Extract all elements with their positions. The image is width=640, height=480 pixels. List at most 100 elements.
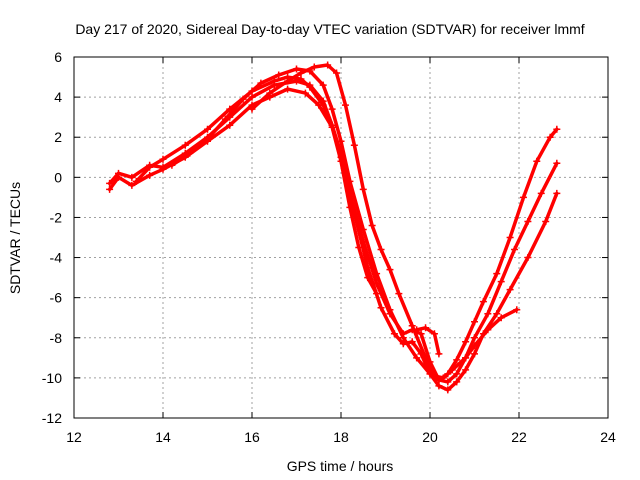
series-line	[134, 75, 559, 384]
data-point	[506, 286, 514, 294]
data-point	[132, 177, 140, 185]
data-point	[350, 141, 358, 149]
y-tick-label: 0	[54, 169, 62, 185]
y-tick-label: -12	[42, 410, 62, 426]
data-point	[453, 356, 461, 364]
data-point	[506, 234, 514, 241]
data-point	[553, 189, 561, 197]
x-axis-title: GPS time / hours	[287, 458, 394, 474]
data-point	[553, 159, 561, 167]
data-point	[493, 310, 501, 318]
data-point	[297, 69, 305, 77]
data-point	[553, 125, 561, 133]
data-point	[159, 163, 167, 171]
data-point	[453, 378, 461, 386]
data-point	[413, 326, 421, 334]
x-tick-label: 14	[155, 429, 171, 445]
data-point	[386, 266, 394, 274]
data-point	[115, 169, 122, 177]
data-point	[430, 372, 438, 380]
data-point	[337, 137, 345, 145]
data-point	[341, 101, 349, 109]
data-point	[462, 354, 470, 362]
data-point	[284, 77, 292, 85]
y-tick-label: 6	[54, 49, 62, 65]
series-line	[250, 63, 519, 380]
data-point	[377, 304, 385, 312]
data-point	[422, 324, 430, 332]
data-point	[497, 278, 505, 286]
data-point	[395, 290, 403, 298]
data-point	[204, 125, 211, 133]
data-point	[422, 354, 430, 362]
series-pass-6	[413, 324, 443, 358]
data-point	[453, 370, 461, 378]
data-point	[408, 338, 416, 346]
data-point	[484, 310, 492, 318]
data-point	[542, 217, 550, 225]
x-tick-label: 24	[600, 429, 616, 445]
data-point	[373, 270, 381, 278]
data-point	[297, 75, 305, 83]
data-series	[106, 61, 561, 394]
data-point	[226, 121, 234, 129]
data-point	[497, 314, 505, 322]
data-point	[159, 155, 167, 163]
grid	[73, 56, 609, 419]
data-point	[106, 179, 114, 187]
data-point	[319, 81, 327, 89]
data-point	[430, 330, 438, 338]
data-point	[471, 318, 478, 326]
data-point	[168, 161, 176, 169]
data-point	[533, 157, 541, 165]
data-point	[513, 306, 521, 314]
y-tick-label: -2	[50, 209, 63, 225]
data-point	[359, 225, 367, 233]
data-point	[462, 338, 470, 346]
data-point	[471, 334, 478, 342]
data-point	[181, 141, 189, 149]
data-point	[435, 382, 443, 390]
data-point	[275, 71, 283, 79]
series-pass-1	[106, 85, 381, 298]
data-point	[319, 101, 327, 109]
y-tick-label: -10	[42, 370, 62, 386]
data-point	[537, 189, 545, 197]
series-pass-4	[168, 65, 561, 384]
data-point	[284, 85, 292, 93]
data-point	[257, 79, 265, 87]
series-pass-5	[248, 61, 521, 382]
data-point	[439, 374, 447, 382]
data-point	[408, 322, 416, 330]
data-point	[106, 185, 114, 193]
data-point	[221, 115, 229, 123]
data-point	[484, 326, 492, 334]
x-tick-label: 20	[422, 429, 438, 445]
chart-title: Day 217 of 2020, Sidereal Day-to-day VTE…	[75, 21, 584, 37]
data-point	[493, 270, 501, 278]
data-point	[519, 193, 527, 201]
data-point	[444, 386, 452, 394]
data-point	[435, 350, 443, 358]
series-line	[414, 326, 441, 356]
data-point	[333, 69, 341, 77]
data-point	[546, 133, 554, 141]
y-tick-label: -6	[50, 290, 63, 306]
y-axis-title: SDTVAR / TECUs	[7, 182, 23, 294]
data-point	[471, 350, 478, 358]
y-tick-label: 2	[54, 129, 62, 145]
data-point	[479, 298, 487, 306]
series-pass-3	[132, 73, 561, 386]
data-point	[359, 185, 367, 193]
data-point	[128, 173, 136, 181]
data-point	[377, 246, 385, 254]
data-point	[310, 63, 318, 71]
data-point	[266, 89, 274, 97]
data-point	[471, 342, 478, 350]
data-point	[248, 105, 256, 113]
data-point	[306, 83, 314, 91]
data-point	[128, 181, 136, 189]
x-tick-label: 22	[511, 429, 527, 445]
